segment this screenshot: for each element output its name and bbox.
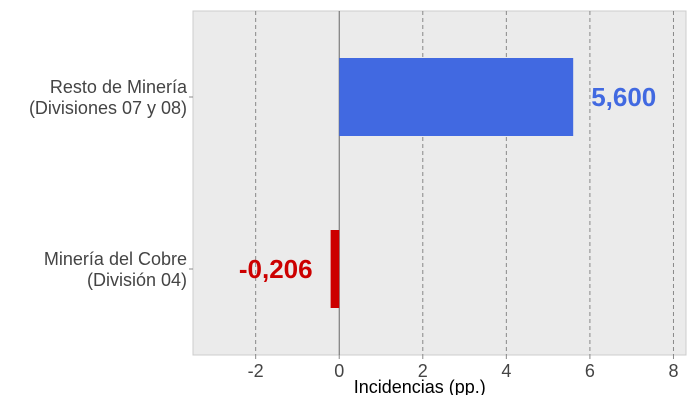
data-label: -0,206 bbox=[239, 254, 313, 284]
x-tick-label: 0 bbox=[334, 361, 344, 381]
category-label: (División 04) bbox=[87, 270, 187, 290]
category-label: (Divisiones 07 y 08) bbox=[29, 98, 187, 118]
x-tick-label: 2 bbox=[418, 361, 428, 381]
category-label: Minería del Cobre bbox=[44, 249, 187, 269]
x-tick-label: 4 bbox=[501, 361, 511, 381]
category-label: Resto de Minería bbox=[50, 77, 188, 97]
x-tick-label: 8 bbox=[668, 361, 678, 381]
bar bbox=[330, 230, 340, 308]
data-label: 5,600 bbox=[591, 82, 656, 112]
x-axis-title: Incidencias (pp.) bbox=[354, 377, 486, 395]
bar bbox=[339, 58, 574, 136]
x-tick-label: 6 bbox=[585, 361, 595, 381]
x-tick-label: -2 bbox=[248, 361, 264, 381]
